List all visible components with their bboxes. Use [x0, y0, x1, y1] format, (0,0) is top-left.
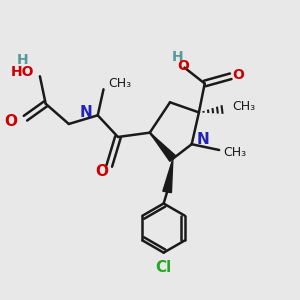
Polygon shape	[150, 133, 176, 161]
Polygon shape	[163, 159, 173, 193]
Text: Cl: Cl	[155, 260, 172, 275]
Text: N: N	[197, 132, 210, 147]
Text: N: N	[79, 105, 92, 120]
Text: CH₃: CH₃	[224, 146, 247, 159]
Text: HO: HO	[11, 65, 34, 79]
Text: O: O	[232, 68, 244, 82]
Text: H: H	[171, 50, 183, 64]
Text: O: O	[96, 164, 109, 179]
Text: O: O	[4, 114, 17, 129]
Text: CH₃: CH₃	[108, 77, 131, 90]
Text: H: H	[17, 53, 28, 68]
Text: O: O	[177, 59, 189, 73]
Text: CH₃: CH₃	[232, 100, 255, 113]
